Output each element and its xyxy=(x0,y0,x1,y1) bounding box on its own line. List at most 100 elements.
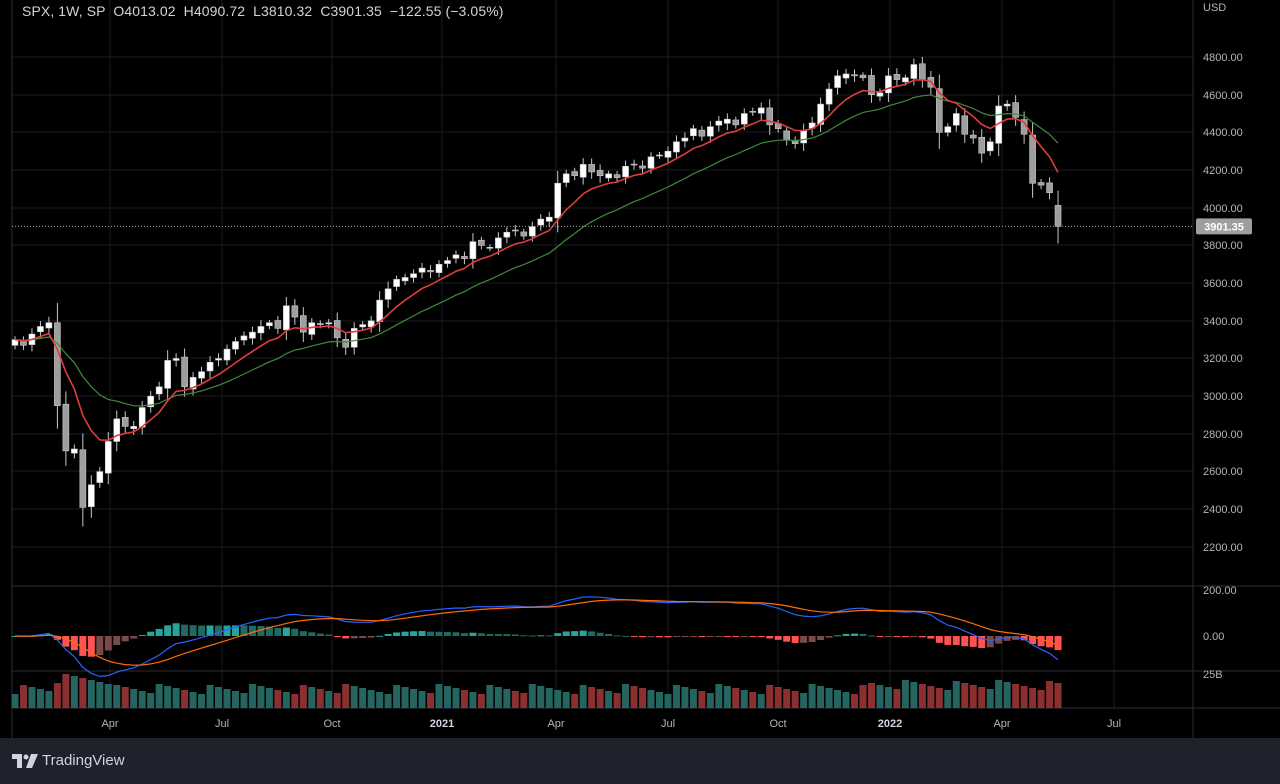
price-tick-label: 2600.00 xyxy=(1203,466,1243,478)
volume-bar xyxy=(639,688,647,708)
volume-bar xyxy=(460,690,468,708)
macd-histogram-bar xyxy=(342,636,350,639)
volume-bar xyxy=(562,692,570,708)
volume-bar xyxy=(359,688,367,708)
macd-histogram-bar xyxy=(121,636,129,642)
candle-body xyxy=(1029,134,1036,184)
candle xyxy=(545,212,553,228)
macd-histogram-bar xyxy=(350,636,358,639)
candle-body xyxy=(800,130,807,144)
price-tick-label: 3400.00 xyxy=(1203,316,1243,328)
candle xyxy=(88,475,95,518)
volume-bar xyxy=(986,689,994,708)
candle xyxy=(503,226,511,244)
candle xyxy=(444,256,451,268)
volume-bar xyxy=(19,685,27,708)
macd-histogram-bar xyxy=(783,636,791,642)
candle-body xyxy=(249,331,256,339)
time-tick-label: Oct xyxy=(769,718,786,730)
volume-bar xyxy=(800,693,808,708)
candle xyxy=(630,159,638,170)
candle xyxy=(885,67,892,102)
candle xyxy=(749,107,757,116)
candle-body xyxy=(104,441,112,474)
macd-histogram-bar xyxy=(834,635,842,637)
candle xyxy=(571,167,578,181)
tradingview-brand[interactable]: TradingView xyxy=(12,752,125,769)
macd-histogram-bar xyxy=(689,636,697,637)
candle-body xyxy=(732,119,740,126)
volume-bar xyxy=(834,690,842,708)
macd-histogram-bar xyxy=(376,635,384,637)
macd-histogram-bar xyxy=(562,631,570,636)
candle xyxy=(876,88,884,102)
volume-bar xyxy=(503,689,511,708)
symbol-name[interactable]: SPX, 1W, SP xyxy=(22,3,106,19)
volume-bar xyxy=(308,687,316,708)
macd-histogram-bar xyxy=(851,633,859,636)
chart-canvas[interactable]: 3901.35 4800.00 4600.00 4400.00 4200.00 4000.… xyxy=(0,0,1280,738)
chart-area[interactable]: 3901.35 4800.00 4600.00 4400.00 4200.00 4000.… xyxy=(0,0,1280,738)
volume-bar xyxy=(138,691,146,708)
candle xyxy=(936,74,943,149)
volume-bar xyxy=(698,691,706,708)
candle-body xyxy=(223,348,231,361)
candle-body xyxy=(359,324,366,328)
volume-bar xyxy=(401,687,409,708)
fast-ma-line xyxy=(14,79,1059,442)
volume-bar xyxy=(265,688,273,708)
candle xyxy=(520,228,528,240)
macd-histogram-bar xyxy=(274,627,282,636)
macd-histogram-bar xyxy=(460,633,468,636)
currency-label[interactable]: USD xyxy=(1203,2,1227,14)
macd-tick-label: 200.00 xyxy=(1203,585,1237,597)
close-label: C xyxy=(320,3,331,19)
macd-histogram-bar xyxy=(672,636,680,637)
macd-histogram-bar xyxy=(706,636,714,637)
candle-body xyxy=(367,320,375,328)
candle-body xyxy=(969,134,977,139)
candle-body xyxy=(181,356,188,388)
candle xyxy=(698,125,706,142)
candle xyxy=(791,136,799,149)
macd-histogram-bar xyxy=(1037,636,1045,647)
candle-body xyxy=(825,88,833,105)
macd-histogram-bar xyxy=(639,636,647,638)
volume-bar xyxy=(96,682,104,708)
volume-bar xyxy=(223,689,231,708)
candle xyxy=(283,297,290,341)
candle xyxy=(401,273,409,286)
macd-histogram-bar xyxy=(571,631,579,636)
candle xyxy=(478,236,485,250)
volume-bar xyxy=(969,685,977,708)
candle xyxy=(376,291,383,332)
volume-bar xyxy=(79,678,87,708)
macd-histogram-bar xyxy=(215,625,223,636)
candle xyxy=(690,124,697,141)
macd-histogram-bar xyxy=(265,626,273,636)
candle-body xyxy=(512,229,519,232)
volume-bar xyxy=(630,686,638,708)
volume-bar xyxy=(723,686,731,708)
volume-bar xyxy=(622,684,630,708)
macd-histogram-bar xyxy=(774,636,782,640)
symbol-legend[interactable]: SPX, 1W, SP O4013.02 H4090.72 L3810.32 C… xyxy=(22,3,504,19)
signal-line xyxy=(14,599,1059,666)
volume-bar xyxy=(817,686,825,708)
candle xyxy=(300,307,307,343)
candle-body xyxy=(232,341,239,350)
candle xyxy=(664,146,672,163)
volume-bar xyxy=(333,693,341,708)
candle xyxy=(410,269,417,283)
volume-bar xyxy=(1037,690,1045,708)
candle xyxy=(800,123,807,151)
volume-bar xyxy=(944,690,952,708)
macd-histogram-bar xyxy=(910,636,918,637)
volume-bar xyxy=(36,689,44,708)
volume-bar xyxy=(749,692,757,708)
candle xyxy=(1054,190,1062,244)
candle-body xyxy=(384,288,392,300)
candle-body xyxy=(376,299,383,322)
volume-bar xyxy=(1054,683,1062,708)
candle-body xyxy=(96,471,104,483)
